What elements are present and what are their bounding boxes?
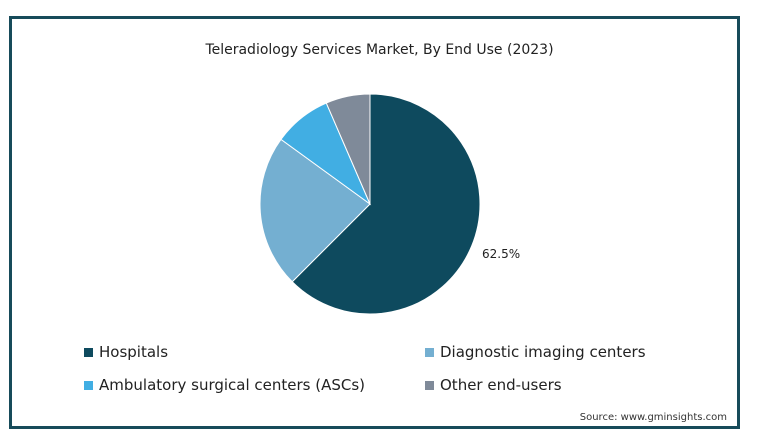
- pie-slice-diagnostic: [259, 138, 371, 283]
- source-note: Source: www.gminsights.com: [579, 412, 727, 423]
- pie-slice-hospitals: [291, 93, 481, 315]
- chart-title: Teleradiology Services Market, By End Us…: [205, 42, 554, 58]
- pie-slice-other: [325, 93, 371, 205]
- slice-label-hospitals: 62.5%: [482, 247, 520, 261]
- pie-slices: [259, 93, 481, 315]
